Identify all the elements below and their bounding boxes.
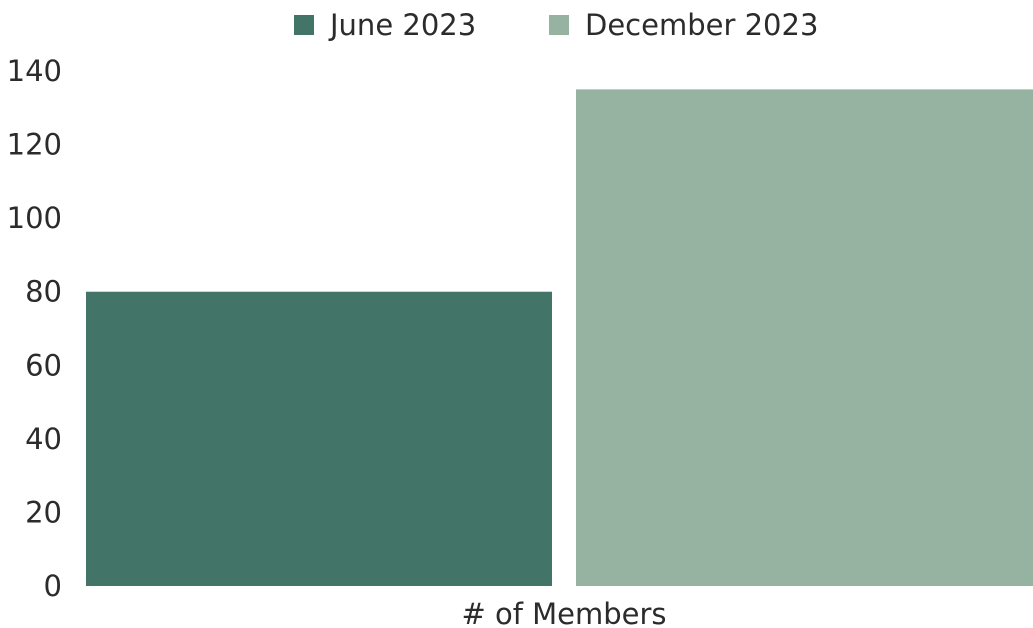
- y-tick-label-140: 140: [7, 54, 62, 88]
- y-tick-label-60: 60: [25, 348, 62, 382]
- y-tick-label-0: 0: [44, 569, 62, 603]
- y-tick-label-20: 20: [25, 495, 62, 529]
- y-tick-label-120: 120: [7, 128, 62, 162]
- legend-swatch-december-2023: [549, 15, 569, 35]
- bar-june-2023: [86, 291, 552, 586]
- y-tick-label-80: 80: [25, 275, 62, 309]
- y-tick-label-100: 100: [7, 201, 62, 235]
- bar-december-2023: [576, 89, 1033, 587]
- legend: June 2023 December 2023: [294, 8, 818, 42]
- legend-label-december-2023: December 2023: [585, 8, 818, 42]
- category-label: # of Members: [461, 597, 666, 628]
- bars: [86, 89, 1033, 587]
- y-axis: 0 20 40 60 80 100 120 140: [7, 54, 62, 603]
- legend-swatch-june-2023: [294, 15, 314, 35]
- y-tick-label-40: 40: [25, 422, 62, 456]
- legend-label-june-2023: June 2023: [328, 8, 476, 42]
